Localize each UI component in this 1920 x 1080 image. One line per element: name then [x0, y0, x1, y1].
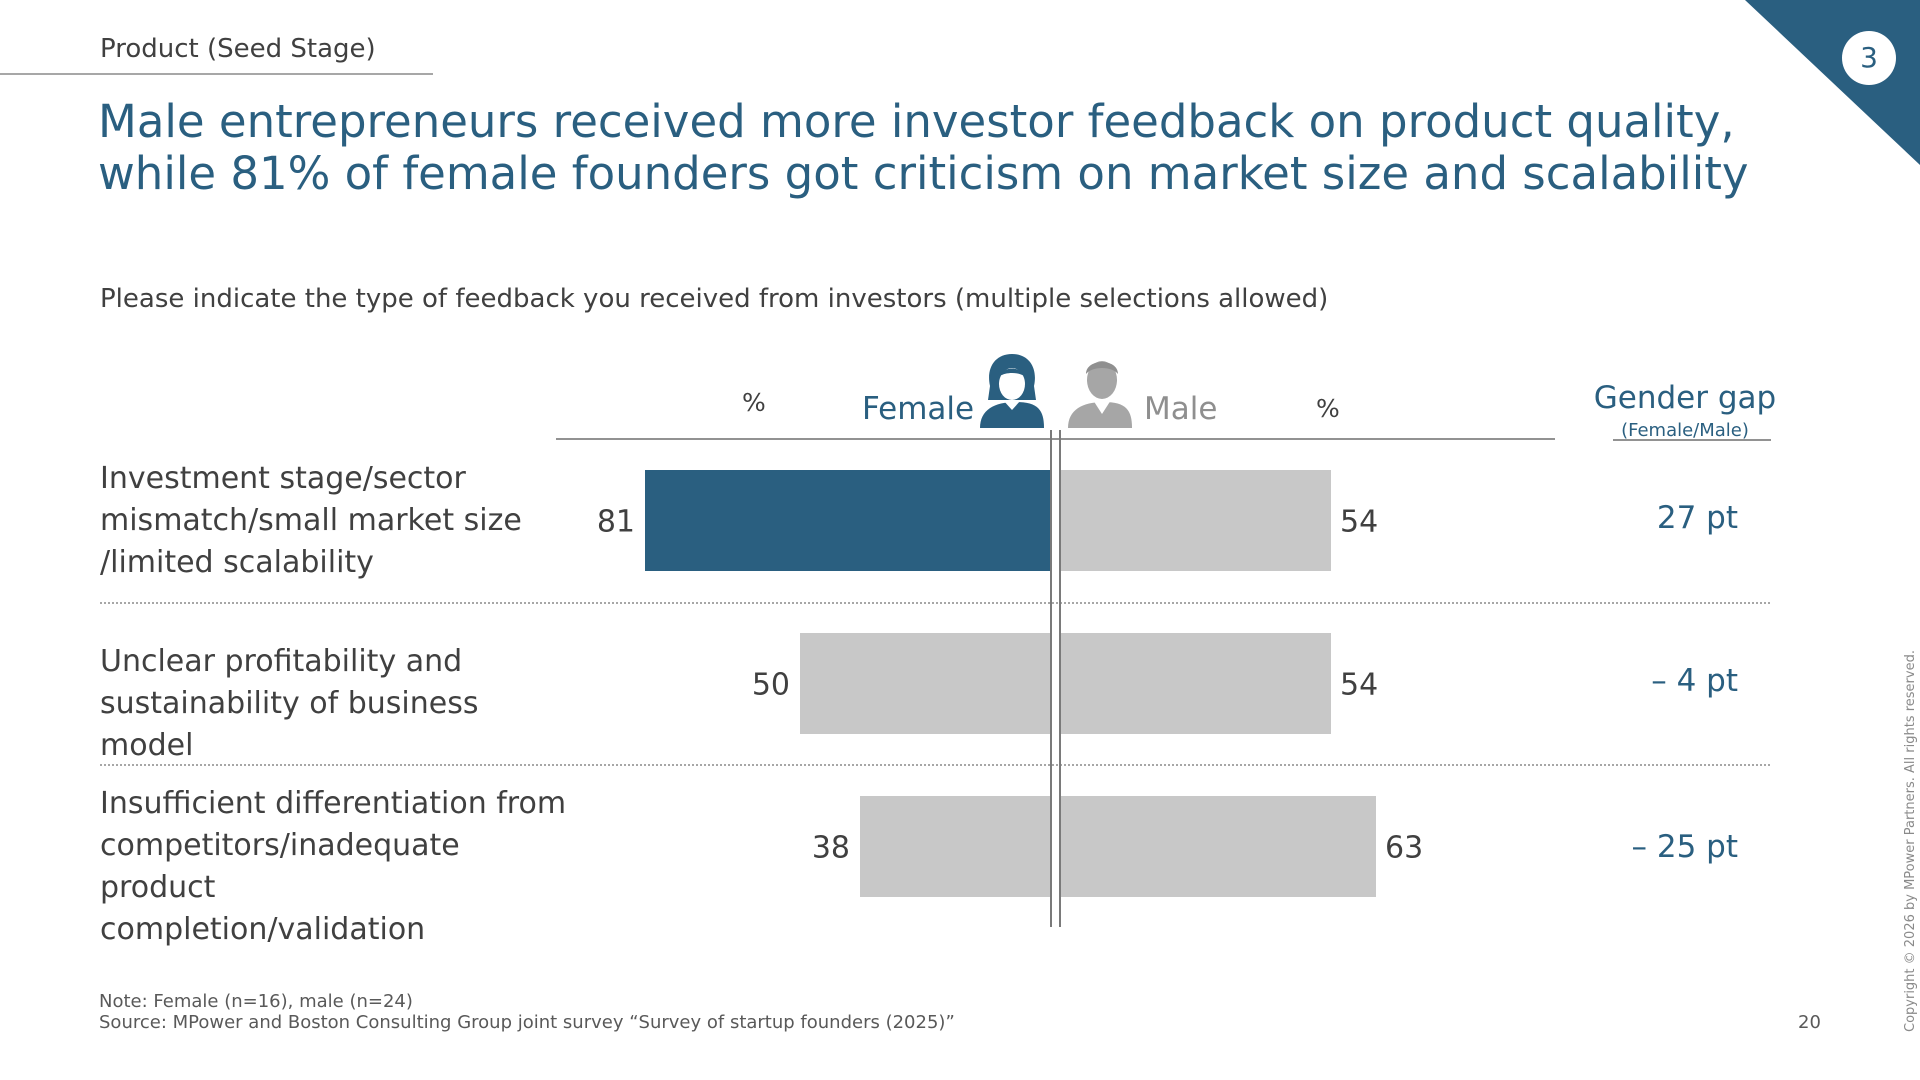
survey-question: Please indicate the type of feedback you… — [100, 284, 1329, 314]
female-value-label: 38 — [812, 831, 850, 866]
gender-gap-value: 27 pt — [1656, 500, 1738, 536]
copyright-text: Copyright © 2026 by MPower Partners. All… — [1903, 650, 1918, 1032]
page-number: 20 — [1798, 1012, 1821, 1033]
gender-gap-value: – 4 pt — [1651, 663, 1738, 699]
male-bar — [1061, 633, 1331, 734]
source-text: Source: MPower and Boston Consulting Gro… — [99, 1012, 955, 1033]
gender-gap-header: Gender gap — [1593, 380, 1777, 416]
percent-header-male: % — [1316, 394, 1340, 423]
slide-number-badge: 3 — [1842, 31, 1896, 85]
male-bar — [1061, 796, 1376, 897]
gender-gap-subheader: (Female/Male) — [1621, 420, 1749, 441]
male-bar — [1061, 470, 1331, 571]
female-bar — [800, 633, 1050, 734]
page-title: Male entrepreneurs received more investo… — [98, 95, 1749, 200]
bar-group: 81 54 50 54 38 63 — [597, 470, 1423, 897]
male-value-label: 54 — [1340, 668, 1378, 703]
section-label: Product (Seed Stage) — [100, 34, 376, 64]
row-label-line: Insufficient differentiation from — [100, 786, 567, 821]
percent-header-female: % — [742, 388, 766, 417]
row-label-line: competitors/inadequate product — [100, 828, 460, 905]
female-person-icon — [980, 354, 1044, 428]
legend-female-label: Female — [862, 391, 975, 427]
female-value-label: 50 — [752, 668, 790, 703]
row-label-line: Unclear profitability and — [100, 644, 463, 679]
gender-gap-value: – 25 pt — [1631, 829, 1739, 865]
row-label-line: Investment stage/sector — [100, 461, 466, 496]
row-label-1: Investment stage/sector mismatch/small m… — [100, 458, 580, 584]
row-label-2: Unclear profitability and sustainability… — [100, 641, 580, 767]
row-label-3: Insufficient differentiation from compet… — [100, 783, 580, 951]
note-text: Note: Female (n=16), male (n=24) — [99, 991, 413, 1012]
row-label-line: sustainability of business model — [100, 686, 479, 763]
male-value-label: 63 — [1385, 831, 1423, 866]
female-value-label: 81 — [597, 505, 635, 540]
male-person-icon — [1068, 361, 1132, 428]
row-label-line: /limited scalability — [100, 545, 374, 580]
row-label-line: completion/validation — [100, 912, 426, 947]
female-bar — [860, 796, 1050, 897]
row-label-line: mismatch/small market size — [100, 503, 522, 538]
female-bar — [645, 470, 1050, 571]
legend-male-label: Male — [1144, 391, 1218, 427]
male-value-label: 54 — [1340, 505, 1378, 540]
